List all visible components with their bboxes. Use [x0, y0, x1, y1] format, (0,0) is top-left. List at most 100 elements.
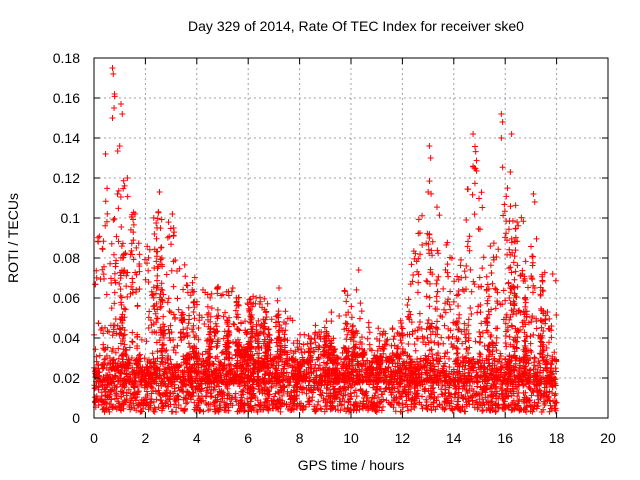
- data-point: [274, 297, 281, 304]
- data-point: [522, 258, 529, 265]
- data-point: [476, 274, 483, 281]
- data-point: [353, 286, 360, 293]
- data-point: [128, 240, 135, 247]
- data-point: [158, 303, 165, 310]
- data-point: [455, 302, 462, 309]
- data-point: [440, 340, 447, 347]
- data-point: [487, 262, 494, 269]
- data-point: [425, 316, 432, 323]
- data-point: [213, 344, 220, 351]
- data-point: [552, 277, 559, 284]
- data-point: [130, 221, 137, 228]
- data-point: [157, 304, 164, 311]
- data-point: [388, 385, 395, 392]
- data-point: [434, 288, 441, 295]
- data-point: [503, 218, 510, 225]
- data-point: [314, 385, 321, 392]
- data-point: [479, 204, 486, 211]
- data-point: [190, 309, 197, 316]
- data-point: [447, 306, 454, 313]
- data-point: [380, 403, 387, 410]
- data-point: [514, 219, 521, 226]
- data-point: [435, 273, 442, 280]
- data-point: [237, 319, 244, 326]
- data-point: [503, 230, 510, 237]
- data-point: [468, 288, 475, 295]
- data-point: [476, 195, 483, 202]
- data-point: [453, 385, 460, 392]
- data-point: [529, 259, 536, 266]
- data-point: [532, 366, 539, 373]
- data-point: [143, 338, 150, 345]
- data-point: [399, 325, 406, 332]
- data-point: [492, 325, 499, 332]
- data-point: [130, 216, 137, 223]
- data-point: [439, 405, 446, 412]
- data-point: [503, 361, 510, 368]
- data-point: [463, 262, 470, 269]
- data-point: [158, 349, 165, 356]
- data-point: [511, 276, 518, 283]
- data-point: [434, 277, 441, 284]
- data-point: [111, 105, 118, 111]
- data-point: [158, 216, 165, 223]
- data-point: [471, 211, 478, 218]
- data-point: [344, 331, 351, 338]
- data-point: [348, 303, 355, 310]
- data-point: [145, 267, 152, 274]
- data-point: [163, 271, 170, 278]
- data-point: [120, 177, 127, 184]
- data-point: [353, 393, 360, 400]
- data-point: [208, 393, 215, 400]
- data-point: [164, 299, 171, 306]
- data-point: [553, 311, 560, 318]
- data-point: [484, 297, 491, 304]
- data-point: [504, 185, 511, 192]
- data-point: [303, 390, 310, 397]
- data-point: [514, 262, 521, 269]
- data-point: [431, 389, 438, 396]
- data-point: [136, 285, 143, 292]
- data-point: [487, 243, 494, 250]
- data-point: [222, 401, 229, 408]
- data-point: [111, 215, 118, 222]
- data-point: [163, 347, 170, 354]
- data-point: [379, 332, 386, 339]
- data-point: [418, 393, 425, 400]
- data-point: [438, 334, 445, 341]
- data-point: [540, 347, 547, 354]
- data-point: [414, 356, 421, 363]
- data-point: [433, 280, 440, 287]
- data-point: [461, 268, 468, 275]
- data-point: [398, 339, 405, 346]
- data-point: [500, 287, 507, 294]
- data-point: [525, 284, 532, 291]
- data-point: [92, 346, 99, 353]
- data-point: [348, 314, 355, 321]
- data-point: [96, 352, 103, 359]
- data-point: [427, 155, 434, 161]
- data-point: [490, 240, 497, 247]
- data-point: [156, 189, 163, 195]
- data-point: [426, 294, 433, 301]
- data-point: [397, 383, 404, 390]
- data-point: [484, 281, 491, 288]
- data-point: [417, 318, 424, 325]
- data-point: [461, 366, 468, 373]
- data-point: [110, 251, 117, 258]
- data-point: [154, 306, 161, 313]
- data-point: [129, 339, 136, 346]
- data-point: [476, 350, 483, 357]
- data-point: [124, 175, 131, 181]
- data-point: [215, 312, 222, 319]
- data-point: [495, 246, 502, 253]
- data-point: [297, 331, 304, 338]
- data-points: [91, 65, 560, 415]
- data-point: [406, 308, 413, 315]
- data-point: [533, 325, 540, 332]
- data-point: [186, 312, 193, 319]
- data-point: [505, 226, 512, 233]
- data-point: [171, 344, 178, 351]
- data-point: [440, 285, 447, 292]
- data-point: [465, 238, 472, 245]
